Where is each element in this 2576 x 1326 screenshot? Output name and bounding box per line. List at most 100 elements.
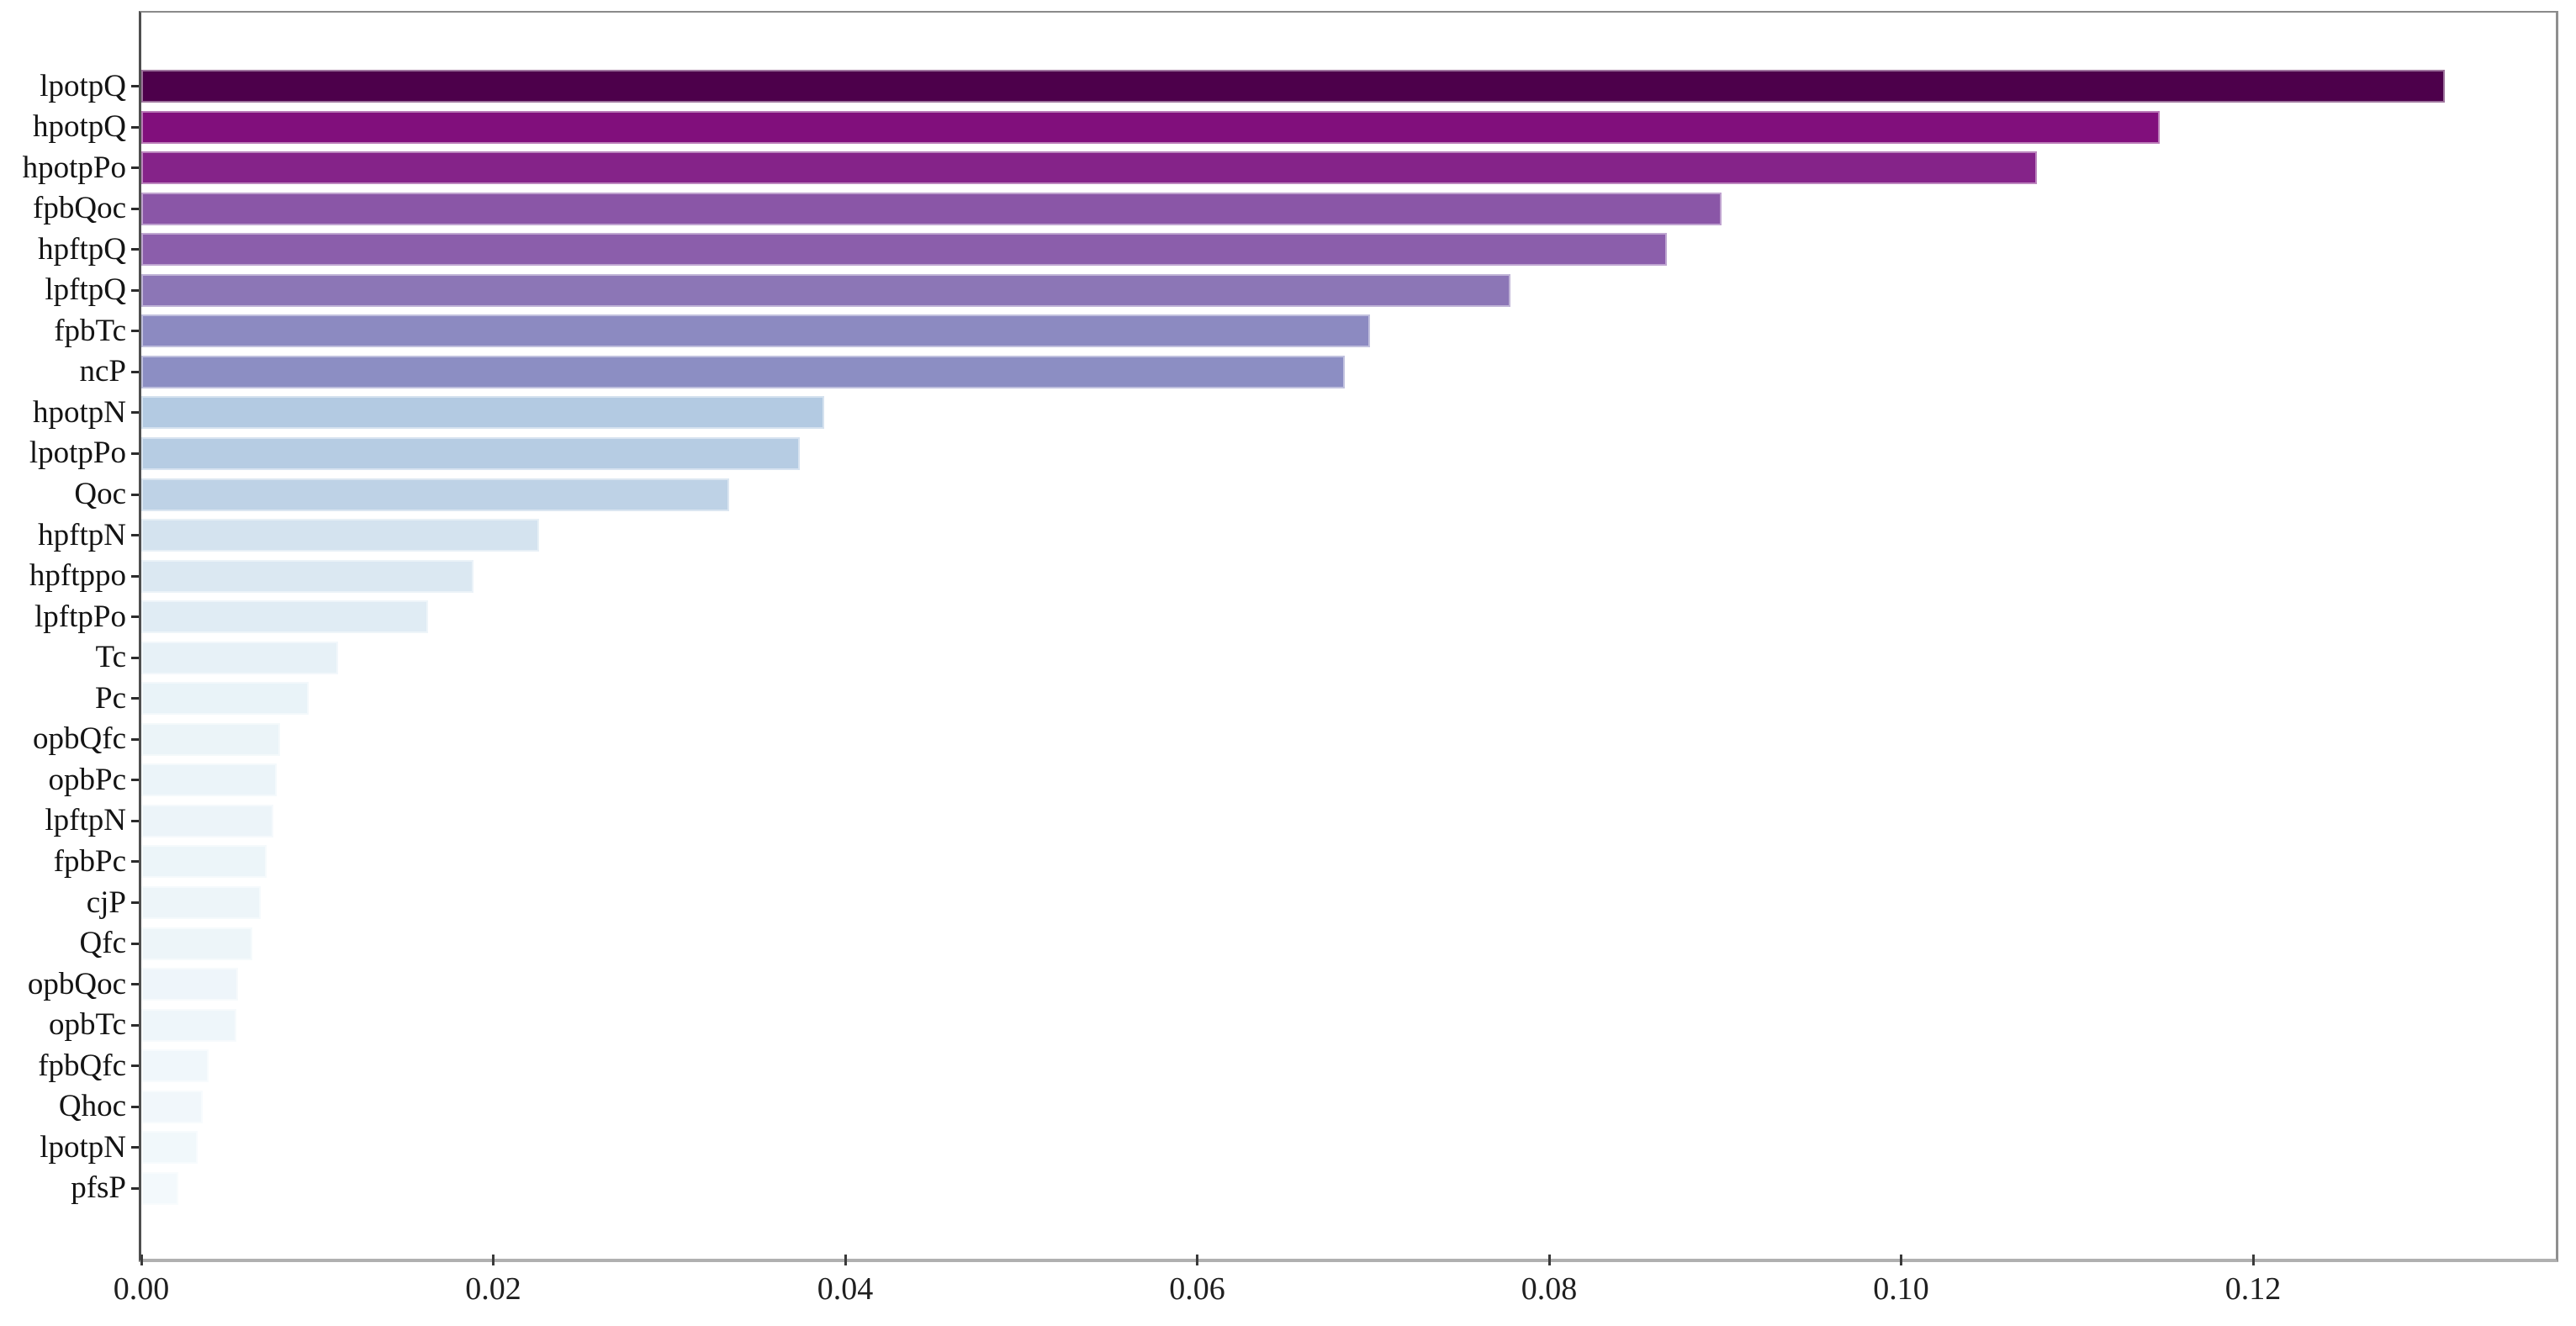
y-tick-mark: [131, 85, 139, 87]
y-tick-mark: [131, 288, 139, 292]
y-tick-mark: [131, 1146, 139, 1149]
bar-lpftpN: [141, 804, 273, 837]
y-tick-label: lpotpN: [40, 1129, 126, 1165]
bar-lpotpN: [141, 1131, 198, 1165]
y-tick-label: fpbQfc: [38, 1048, 126, 1083]
bar-opbQoc: [141, 968, 238, 1001]
x-tick-label: 0.02: [465, 1271, 521, 1307]
y-tick-label: lpftpPo: [34, 599, 126, 634]
y-tick-label: hpotpPo: [22, 150, 126, 185]
bar-hpftpN: [141, 519, 539, 552]
y-tick-mark: [131, 737, 139, 741]
bar-fpbQfc: [141, 1049, 209, 1083]
y-tick-label: hpftpN: [38, 517, 126, 552]
bar-lpotpPo: [141, 436, 800, 470]
bar-Pc: [141, 682, 309, 716]
x-tick-label: 0.12: [2224, 1271, 2282, 1307]
y-tick-mark: [131, 574, 139, 578]
y-tick-label: Qoc: [74, 477, 126, 511]
y-tick-mark: [131, 493, 139, 496]
bar-Qoc: [141, 478, 729, 511]
y-tick-label: lpotpPo: [29, 436, 126, 471]
x-tick-label: 0.06: [1169, 1271, 1225, 1307]
y-tick-mark: [131, 819, 139, 822]
y-tick-mark: [131, 166, 139, 170]
y-tick-label: fpbTc: [54, 313, 126, 348]
y-tick-mark: [131, 656, 139, 659]
y-tick-mark: [131, 370, 139, 373]
bar-lpotpQ: [141, 70, 2445, 103]
y-tick-label: Tc: [95, 640, 126, 675]
y-tick-label: lpotpQ: [40, 68, 126, 103]
x-tick-label: 0.00: [113, 1271, 170, 1307]
y-tick-label: lpftpN: [45, 803, 126, 838]
bar-opbQfc: [141, 722, 280, 756]
y-tick-label: opbPc: [48, 762, 127, 797]
y-tick-mark: [131, 697, 139, 700]
y-tick-label: ncP: [79, 354, 127, 389]
y-tick-label: hpotpQ: [33, 109, 126, 145]
x-tick-mark: [1547, 1255, 1551, 1265]
bar-lpftpQ: [141, 273, 1510, 307]
x-tick-label: 0.04: [817, 1271, 874, 1307]
bar-opbTc: [141, 1008, 236, 1042]
y-tick-label: lpftpQ: [45, 272, 126, 308]
y-tick-mark: [131, 330, 139, 333]
y-tick-mark: [131, 983, 139, 986]
y-tick-label: fpbPc: [53, 843, 126, 879]
x-tick-mark: [1196, 1255, 1198, 1265]
y-tick-mark: [131, 1105, 139, 1108]
y-tick-mark: [131, 534, 139, 537]
y-tick-label: Qhoc: [58, 1089, 126, 1124]
bar-opbPc: [141, 763, 277, 797]
x-tick-mark: [844, 1255, 847, 1265]
x-tick-mark: [1900, 1255, 1902, 1265]
y-tick-mark: [131, 452, 139, 455]
y-tick-mark: [131, 942, 139, 945]
y-tick-label: hpotpN: [33, 394, 126, 430]
x-tick-label: 0.10: [1873, 1271, 1929, 1307]
bar-cjP: [141, 886, 261, 919]
bar-pfsP: [141, 1171, 178, 1205]
x-tick-mark: [492, 1255, 495, 1265]
y-tick-label: opbTc: [49, 1007, 126, 1043]
y-tick-mark: [131, 207, 139, 210]
bar-hpotpPo: [141, 151, 2037, 185]
bar-lpftpPo: [141, 600, 428, 634]
y-tick-mark: [131, 1186, 139, 1190]
x-tick-label: 0.08: [1521, 1271, 1578, 1307]
bar-hpotpQ: [141, 110, 2160, 144]
y-tick-label: hpftpQ: [38, 231, 126, 267]
y-tick-label: Pc: [95, 680, 126, 716]
bar-Tc: [141, 641, 338, 674]
bar-Qhoc: [141, 1090, 203, 1123]
bar-fpbPc: [141, 845, 267, 879]
x-tick-mark: [2251, 1255, 2255, 1265]
y-tick-mark: [131, 125, 139, 129]
plot-area: [139, 11, 2558, 1262]
bar-fpbQoc: [141, 192, 1722, 225]
y-tick-mark: [131, 615, 139, 619]
y-tick-label: cjP: [86, 885, 126, 920]
y-tick-label: pfsP: [71, 1170, 126, 1206]
bar-ncP: [141, 355, 1345, 388]
y-tick-mark: [131, 1064, 139, 1068]
y-tick-mark: [131, 901, 139, 904]
bar-hpftpQ: [141, 233, 1667, 267]
y-tick-mark: [131, 779, 139, 782]
y-tick-mark: [131, 411, 139, 415]
y-tick-label: fpbQoc: [33, 191, 126, 226]
y-tick-mark: [131, 860, 139, 864]
bar-fpbTc: [141, 314, 1370, 348]
y-tick-label: opbQfc: [33, 721, 126, 757]
y-tick-label: hpftppo: [29, 558, 126, 594]
y-tick-label: opbQoc: [27, 966, 126, 1001]
bar-hpotpN: [141, 396, 824, 430]
x-tick-mark: [140, 1255, 143, 1265]
y-tick-label: Qfc: [79, 926, 126, 961]
y-tick-mark: [131, 1023, 139, 1027]
bar-Qfc: [141, 927, 252, 960]
bar-hpftppo: [141, 559, 473, 593]
y-tick-mark: [131, 248, 139, 251]
